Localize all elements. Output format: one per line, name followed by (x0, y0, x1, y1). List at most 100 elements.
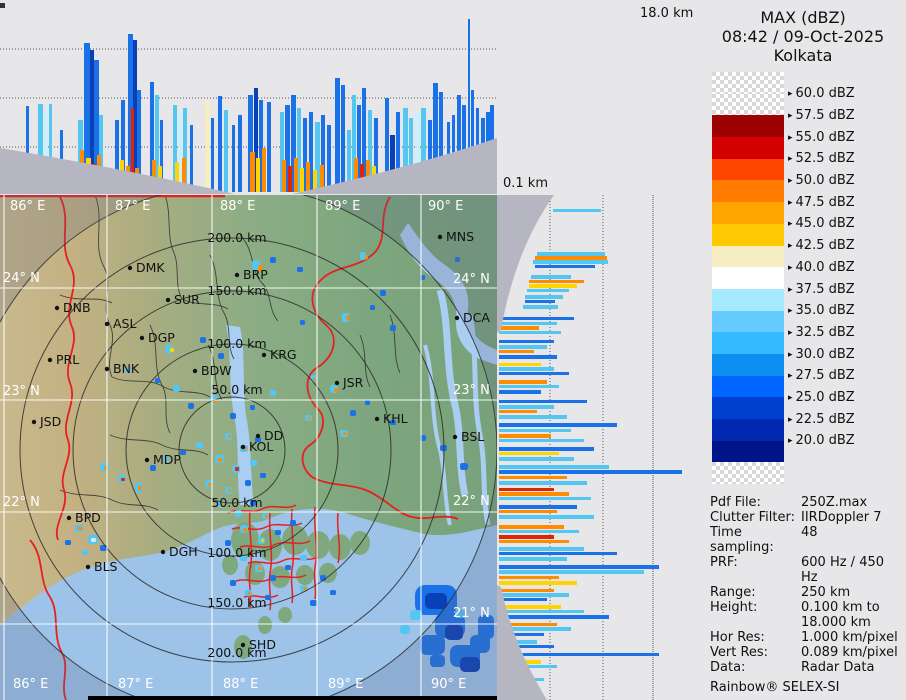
color-cell-50.0-dBZ (712, 180, 784, 203)
graticule (0, 195, 497, 700)
echo-bar (291, 95, 296, 192)
echo-blob (100, 545, 107, 551)
color-cell-37.5-dBZ (712, 288, 784, 311)
echo-bar (131, 108, 134, 192)
metadata-label: Time sampling: (710, 525, 774, 555)
radar-map: 86° E 86° E 87° E 87° E 88° E 88° E 89° E 89° E… (0, 195, 497, 700)
echo-bar (471, 90, 474, 192)
range-ring-label: 200.0 km (207, 645, 266, 660)
legend-tick-arrow-icon: ▸ (788, 110, 793, 121)
longitude-label: 86° E (10, 199, 45, 214)
echo-range-bars (499, 209, 682, 695)
echo-bar (238, 115, 242, 192)
echo-blob (270, 575, 276, 581)
echo-bar (499, 633, 544, 636)
echo-bar (499, 557, 567, 561)
echo-blob (445, 625, 463, 640)
echo-bar (385, 98, 389, 192)
district-borders (59, 195, 401, 511)
echo-blob (365, 400, 370, 405)
echo-blob (390, 325, 396, 331)
echo-blob (303, 587, 307, 590)
echo-bar (306, 162, 310, 192)
city-marker-DMK (127, 265, 133, 271)
metadata-row: Pdf File: 250Z.max (710, 495, 902, 510)
color-cell-57.5-dBZ (712, 115, 784, 138)
metadata-row: Height: 0.100 km to 18.000 km (710, 600, 902, 630)
echo-blob (420, 635, 445, 655)
longitude-label: 90° E (431, 677, 466, 692)
echo-blob (343, 432, 347, 435)
legend-label: ▸ 37.5 dBZ (788, 282, 855, 297)
longitude-label: 87° E (118, 677, 153, 692)
echo-blob (270, 390, 276, 396)
echo-bar (396, 112, 400, 192)
city-label-BPD: BPD (75, 510, 101, 525)
legend-tick-arrow-icon: ▸ (788, 176, 793, 186)
latitude-label: 24° N (3, 271, 40, 286)
city-label-KHL: KHL (383, 411, 408, 426)
metadata-row: Data: Radar Data (710, 660, 902, 675)
echo-blob (230, 413, 236, 419)
echo-blob (285, 565, 291, 570)
echo-bar (499, 326, 539, 330)
echo-bar (232, 125, 235, 192)
max-height-label: 18.0 km (640, 6, 694, 21)
echo-bar (499, 570, 644, 574)
city-label-DGP: DGP (148, 330, 175, 345)
echo-bar (390, 135, 395, 192)
echo-bar (173, 105, 177, 192)
legend-label-text: 47.5 dBZ (795, 194, 855, 210)
echo-blob (297, 267, 303, 272)
echo-blob (155, 378, 160, 383)
echo-bar (499, 372, 569, 375)
echo-bar (531, 275, 571, 279)
color-cell-45.0-dBZ (712, 223, 784, 246)
echo-bar (183, 108, 187, 192)
echo-blob (200, 337, 206, 343)
legend-label-text: 60.0 dBZ (795, 86, 855, 102)
echo-bar (415, 112, 420, 192)
color-cell-20.0-dBZ (712, 440, 784, 463)
echo-blob (65, 540, 71, 545)
echo-bar (499, 367, 554, 371)
metadata-row: Vert Res: 0.089 km/pixel (710, 645, 902, 660)
echo-bar (368, 110, 372, 192)
echo-bar (320, 165, 324, 192)
echo-bar (499, 535, 554, 539)
echo-blob (170, 348, 174, 352)
echo-bar (499, 589, 554, 592)
echo-blob (196, 442, 203, 448)
echo-bar (297, 108, 301, 192)
city-label-DD: DD (264, 428, 283, 443)
echo-bar (341, 85, 345, 192)
metadata-label: Range: (710, 585, 756, 600)
side-cross-section-panel[interactable] (497, 195, 706, 700)
legend-tick-arrow-icon: ▸ (788, 306, 793, 317)
color-cell-40.0-dBZ (712, 267, 784, 289)
legend-label-text: 27.5 dBZ (795, 368, 855, 384)
longitude-label: 88° E (220, 199, 255, 214)
echo-bar (84, 43, 90, 192)
echo-bar (421, 108, 426, 192)
echo-blob (240, 555, 247, 561)
metadata-row: Range: 250 km (710, 585, 902, 600)
echo-blob (225, 540, 231, 546)
echo-bar (499, 385, 559, 388)
city-label-KOL: KOL (249, 439, 273, 454)
echo-bar (499, 593, 569, 597)
echo-bar (160, 120, 163, 192)
top-cross-section-panel[interactable] (0, 0, 497, 195)
legend-label-text: 32.5 dBZ (795, 324, 855, 340)
range-ring-label: 200.0 km (207, 230, 266, 245)
metadata-value: 250 km (801, 585, 851, 600)
color-cell-overflow (712, 72, 784, 94)
echo-blob (265, 595, 271, 600)
radar-map-panel[interactable]: 86° E 86° E 87° E 87° E 88° E 88° E 89° E 89° E… (0, 195, 497, 700)
echo-bar (38, 104, 43, 192)
echo-bar (499, 552, 617, 555)
legend-label: ▸ 45.0 dBZ (788, 216, 855, 231)
color-cell-52.5-dBZ (712, 158, 784, 181)
echo-bar (280, 112, 284, 192)
echo-blob (300, 320, 305, 325)
